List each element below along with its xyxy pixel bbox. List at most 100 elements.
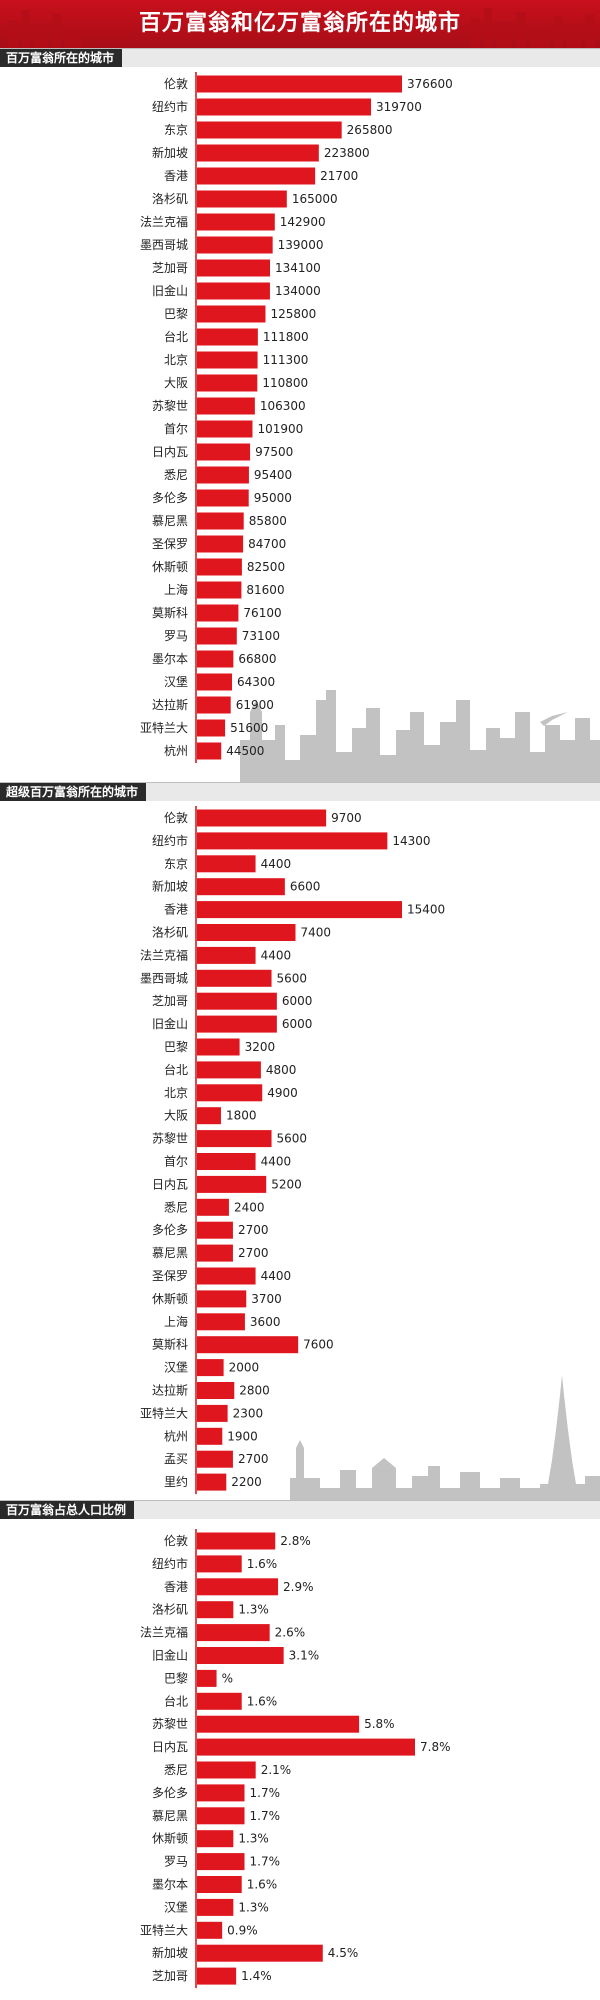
category-label: 纽约市 [152,833,188,848]
value-label: 2.1% [261,1763,292,1777]
value-label: 1.7% [250,1809,281,1823]
value-label: 2700 [238,1223,269,1237]
category-label: 新加坡 [152,145,188,160]
value-label: 14300 [392,834,430,848]
value-label: 265800 [347,123,393,137]
category-label: 北京 [164,1086,188,1100]
category-label: 上海 [164,582,188,597]
value-label: 95400 [254,468,292,482]
category-label: 慕尼黑 [152,1809,188,1823]
bar [197,1921,223,1939]
category-label: 香港 [164,1580,188,1594]
category-label: 伦敦 [164,810,188,825]
category-label: 莫斯科 [152,606,188,620]
bar [197,121,342,139]
bar [197,1061,261,1079]
value-label: 97500 [255,445,293,459]
value-label: 5600 [277,1132,308,1146]
bar [197,1624,270,1642]
category-label: 达拉斯 [152,1383,188,1398]
bar [197,75,402,93]
category-label: 北京 [164,353,188,367]
category-label: 达拉斯 [152,697,188,712]
bar [197,1807,245,1825]
section-header-millionaires: 百万富翁所在的城市 [0,48,600,67]
bar [197,924,296,941]
bar [197,374,258,392]
bar [197,1015,277,1033]
skyline-shape-1 [240,690,600,782]
category-label: 墨尔本 [152,651,188,666]
value-label: 51600 [230,721,268,735]
page-title: 百万富翁和亿万富翁所在的城市 [138,11,461,36]
category-label: 杭州 [164,743,188,758]
category-label: 首尔 [164,421,188,436]
bar [197,167,316,185]
value-label: 1.3% [238,1900,268,1914]
bar [197,742,222,760]
bar [197,1153,256,1170]
bar-charts: 伦敦 376600 纽约市 319700 东京 265800 新加坡 223800 香港 2170… [140,72,453,1989]
category-label: 芝加哥 [152,993,188,1008]
value-label: 2000 [229,1361,260,1375]
category-label: 苏黎世 [152,1717,188,1731]
value-label: 3600 [250,1315,281,1329]
bar [197,489,249,507]
value-label: 2700 [238,1246,269,1260]
value-label: 73100 [242,629,280,643]
category-label: 旧金山 [152,1016,188,1031]
value-label: 139000 [278,238,324,252]
value-label: 5.8% [364,1717,395,1731]
value-label: 84700 [248,537,286,551]
title-banner: 百万富翁和亿万富翁所在的城市 [0,0,600,48]
bar [197,328,258,346]
category-label: 苏黎世 [152,1132,188,1146]
section-title-millionaires: 百万富翁所在的城市 [0,49,123,67]
category-label: 洛杉矶 [152,1602,188,1617]
category-label: 纽约市 [152,1556,188,1571]
value-label: 2.6% [275,1626,306,1640]
bar [197,1967,237,1985]
bar [197,1601,234,1619]
bar [197,1175,267,1193]
category-label: 苏黎世 [152,399,188,413]
value-label: 4900 [267,1086,298,1100]
bar [197,1221,233,1239]
bar [197,1130,272,1148]
value-label: 1800 [226,1109,257,1123]
bar [197,1198,229,1216]
bar [197,696,231,714]
value-label: 1.7% [250,1855,281,1869]
bar [197,443,251,461]
category-label: 悉尼 [164,1200,188,1214]
airplane-shape [540,712,568,726]
category-label: 法兰克福 [140,947,188,962]
value-label: 2.8% [280,1534,311,1548]
category-label: 墨西哥城 [140,238,188,252]
value-label: 5200 [271,1177,302,1191]
value-label: 7600 [303,1338,334,1352]
section-title-multimillionaires: 超级百万富翁所在的城市 [0,783,147,801]
category-label: 里约 [164,1474,188,1489]
value-label: 319700 [376,100,422,114]
category-label: 旧金山 [152,283,188,298]
value-label: 2400 [234,1200,265,1214]
bar [197,1084,263,1102]
category-label: 日内瓦 [152,1740,188,1754]
value-label: 101900 [257,422,303,436]
category-label: 圣保罗 [152,1269,188,1283]
value-label: 2800 [239,1384,270,1398]
bar [197,466,249,484]
skyline-shape-2 [290,1375,600,1500]
category-label: 日内瓦 [152,1177,188,1191]
category-label: 芝加哥 [152,1968,188,1983]
category-label: 巴黎 [164,1040,188,1054]
category-label: 亚特兰大 [140,1922,188,1937]
bar [197,282,270,300]
bar [197,719,226,737]
value-label: 3.1% [289,1649,320,1663]
bar [197,1715,360,1733]
value-label: 64300 [237,675,275,689]
category-label: 旧金山 [152,1648,188,1663]
